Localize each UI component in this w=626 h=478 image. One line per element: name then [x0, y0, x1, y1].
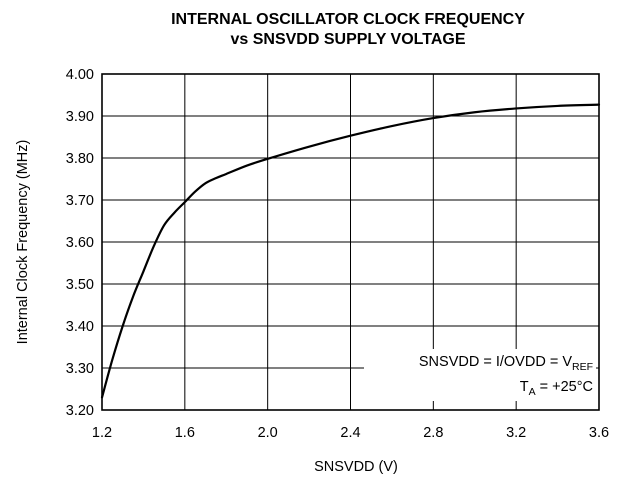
annotation-supply-subscript: REF — [572, 361, 593, 373]
annotation-temperature-subscript: A — [529, 386, 536, 398]
x-tick-label: 2.8 — [423, 425, 443, 441]
chart-subtitle: vs SNSVDD SUPPLY VOLTAGE — [230, 31, 465, 48]
tick-labels: 1.2 1.6 2.0 2.4 2.8 3.2 3.6 3.20 3.30 3.40 3.50 3.6… — [66, 67, 609, 441]
y-tick-label: 3.80 — [66, 151, 94, 167]
annotation-temperature-main: T — [520, 379, 529, 395]
series-line — [100, 103, 601, 399]
x-tick-label: 1.2 — [92, 425, 112, 441]
y-tick-label: 3.70 — [66, 193, 94, 209]
x-tick-label: 2.4 — [340, 425, 360, 441]
annotation-temperature-value: = +25°C — [536, 379, 593, 395]
x-tick-label: 3.2 — [506, 425, 526, 441]
y-tick-label: 4.00 — [66, 67, 94, 83]
y-tick-label: 3.60 — [66, 235, 94, 251]
y-axis-label: Internal Clock Frequency (MHz) — [15, 140, 31, 345]
y-tick-label: 3.40 — [66, 319, 94, 335]
y-tick-label: 3.90 — [66, 109, 94, 125]
annotation-supply-main: SNSVDD = I/OVDD = V — [419, 354, 572, 370]
x-tick-label: 1.6 — [175, 425, 195, 441]
plot-frame — [101, 73, 600, 411]
x-tick-label: 3.6 — [589, 425, 609, 441]
y-tick-label: 3.50 — [66, 277, 94, 293]
x-tick-label: 2.0 — [258, 425, 278, 441]
annotation-background — [364, 349, 596, 401]
y-tick-label: 3.30 — [66, 361, 94, 377]
chart-title: INTERNAL OSCILLATOR CLOCK FREQUENCY — [171, 11, 525, 28]
annotation-supply: SNSVDD = I/OVDD = VREF — [419, 354, 593, 373]
grid — [102, 74, 599, 410]
annotation-temperature: TA = +25°C — [520, 379, 593, 398]
x-axis-label: SNSVDD (V) — [314, 459, 398, 475]
y-tick-label: 3.20 — [66, 403, 94, 419]
